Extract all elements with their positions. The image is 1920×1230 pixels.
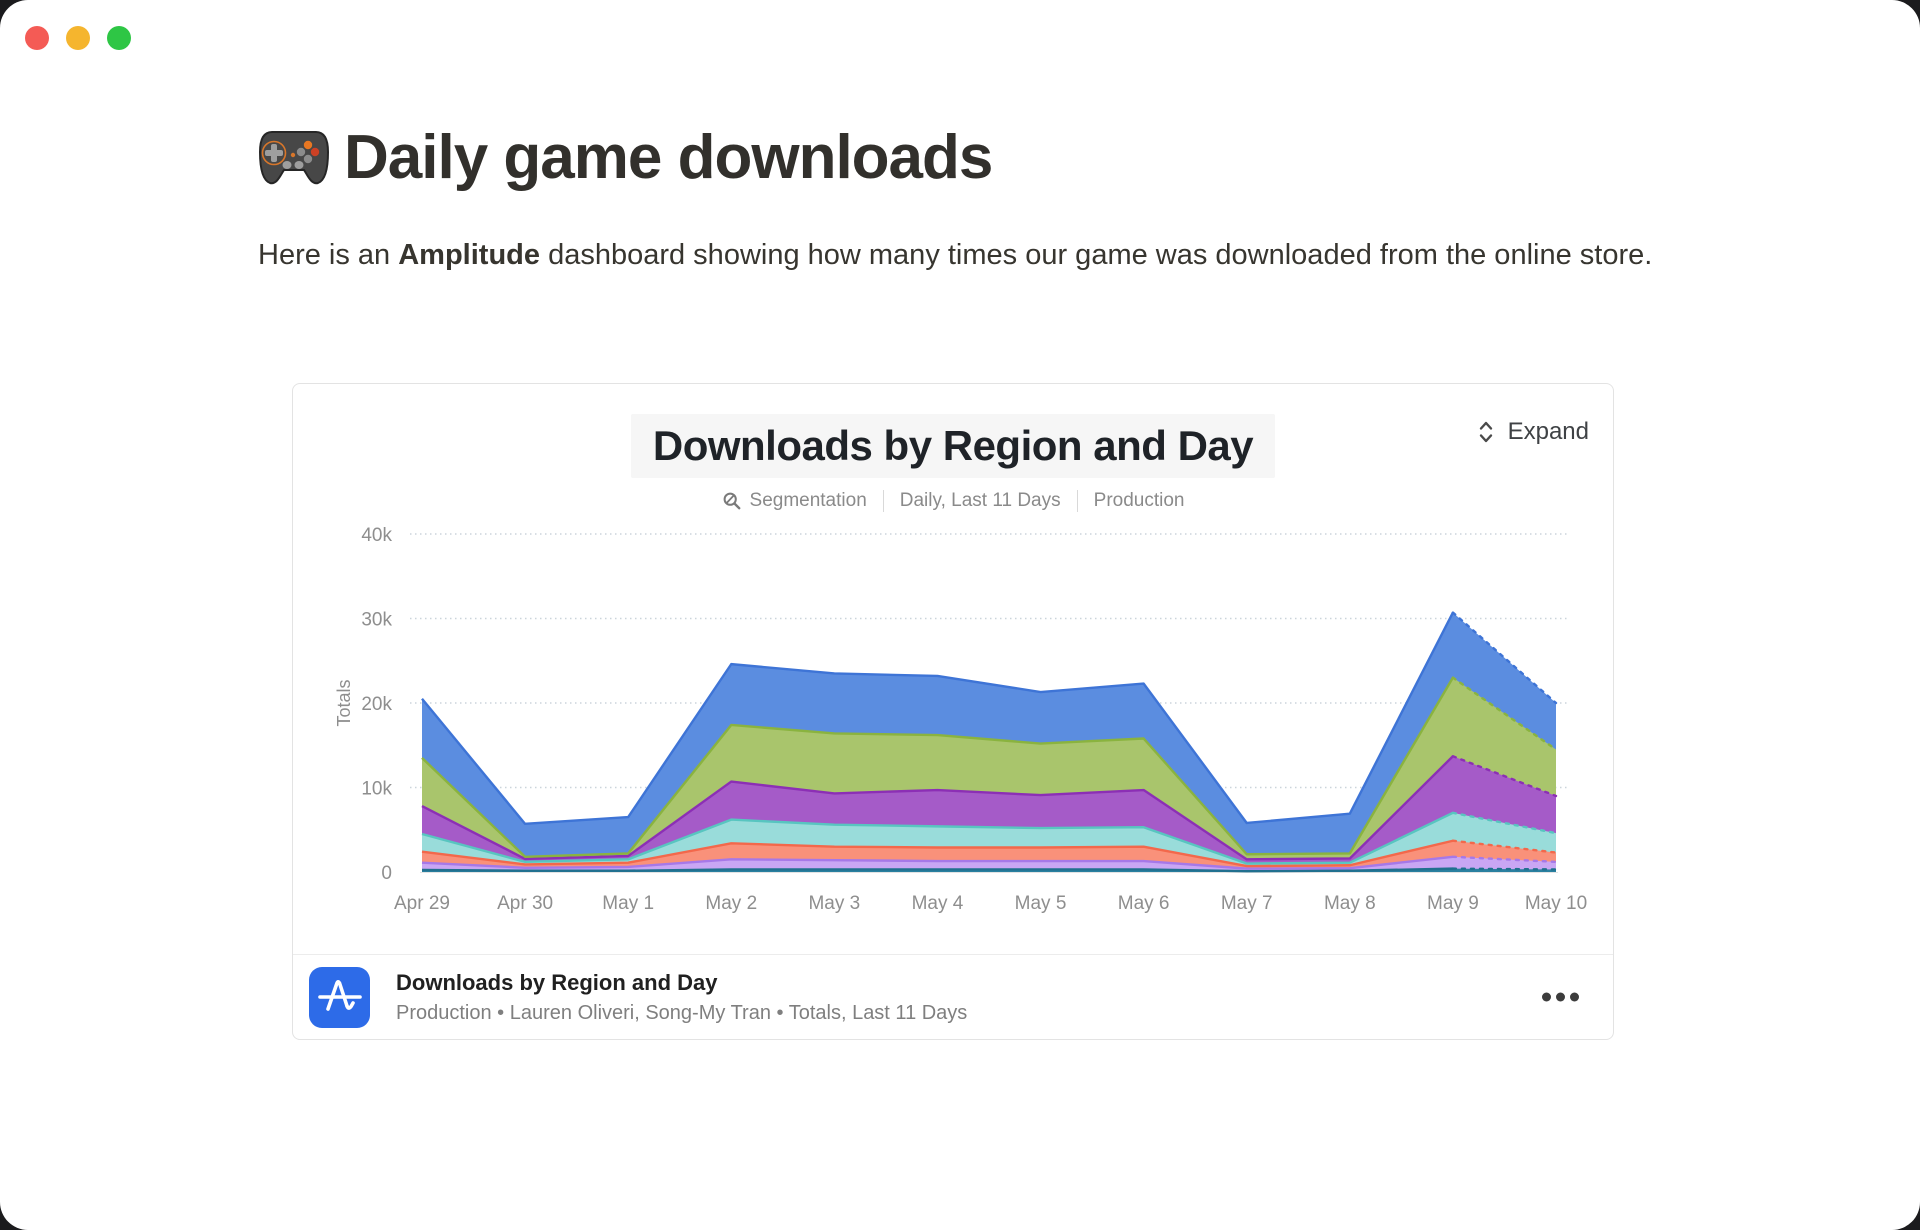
svg-text:May 7: May 7 — [1221, 893, 1273, 914]
svg-text:May 8: May 8 — [1324, 893, 1376, 914]
svg-text:0: 0 — [381, 863, 392, 884]
footer-chart-subtitle: Production • Lauren Oliveri, Song-My Tra… — [396, 1001, 968, 1024]
footer-chart-title[interactable]: Downloads by Region and Day — [396, 969, 718, 995]
stacked-area-chart: 0 10k 20k 30k 40k Apr 29 Apr 30 May 1 May 2 May 3… — [293, 514, 1614, 934]
chart-type-label: Segmentation — [749, 490, 867, 511]
svg-text:40k: 40k — [361, 525, 392, 546]
chart-plot-svg: 0 10k 20k 30k 40k Apr 29 Apr 30 May 1 May 2 May 3… — [334, 525, 1587, 914]
amplitude-logo-glyph — [317, 980, 362, 1011]
chart-type-item: Segmentation — [722, 490, 867, 512]
chart-env-label: Production — [1093, 490, 1185, 511]
chart-range-label: Daily, Last 11 Days — [899, 490, 1061, 511]
svg-text:May 6: May 6 — [1118, 893, 1170, 914]
svg-text:May 4: May 4 — [912, 893, 964, 914]
page-content: Daily game downloads Here is an Amplitud… — [258, 0, 1658, 279]
meta-divider — [882, 490, 884, 512]
page-title: Daily game downloads — [258, 122, 1658, 193]
svg-text:May 2: May 2 — [705, 893, 757, 914]
intro-bold-amplitude: Amplitude — [398, 239, 541, 271]
page-title-text: Daily game downloads — [344, 123, 993, 192]
svg-text:30k: 30k — [361, 610, 392, 631]
close-button[interactable] — [25, 26, 49, 50]
amplitude-embed-card: Downloads by Region and Day Segmentation… — [292, 383, 1614, 1040]
svg-text:Apr 29: Apr 29 — [394, 893, 450, 914]
embed-footer: Downloads by Region and Day Production •… — [293, 954, 1613, 1039]
svg-text:May 10: May 10 — [1525, 893, 1587, 914]
svg-text:Totals: Totals — [334, 679, 354, 726]
minimize-button[interactable] — [66, 26, 90, 50]
intro-paragraph: Here is an Amplitude dashboard showing h… — [258, 231, 1658, 279]
chart-meta-row: Segmentation Daily, Last 11 Days Product… — [293, 490, 1613, 512]
amplitude-logo — [309, 966, 370, 1028]
svg-text:10k: 10k — [361, 779, 392, 800]
intro-prefix: Here is an — [258, 239, 399, 271]
ellipsis-icon — [1542, 992, 1551, 1002]
meta-divider — [1076, 490, 1078, 512]
expand-chevrons-icon — [1479, 421, 1492, 443]
ellipsis-menu-button[interactable] — [1534, 985, 1587, 1010]
intro-suffix: dashboard showing how many times our gam… — [540, 239, 1653, 271]
svg-text:May 3: May 3 — [808, 893, 860, 914]
svg-text:Apr 30: Apr 30 — [497, 893, 553, 914]
footer-text: Downloads by Region and Day Production •… — [396, 970, 967, 1025]
chart-title: Downloads by Region and Day — [630, 414, 1276, 478]
chart-header: Downloads by Region and Day Segmentation… — [293, 414, 1613, 512]
expand-button[interactable]: Expand — [1474, 418, 1589, 446]
window-controls — [25, 26, 131, 50]
zoom-button[interactable] — [107, 26, 131, 50]
svg-text:May 1: May 1 — [602, 893, 654, 914]
gamepad-emoji-icon — [258, 130, 330, 184]
expand-label: Expand — [1507, 418, 1589, 445]
svg-text:May 5: May 5 — [1015, 893, 1067, 914]
svg-text:20k: 20k — [361, 694, 392, 715]
svg-text:May 9: May 9 — [1427, 893, 1479, 914]
segmentation-icon — [723, 492, 740, 510]
